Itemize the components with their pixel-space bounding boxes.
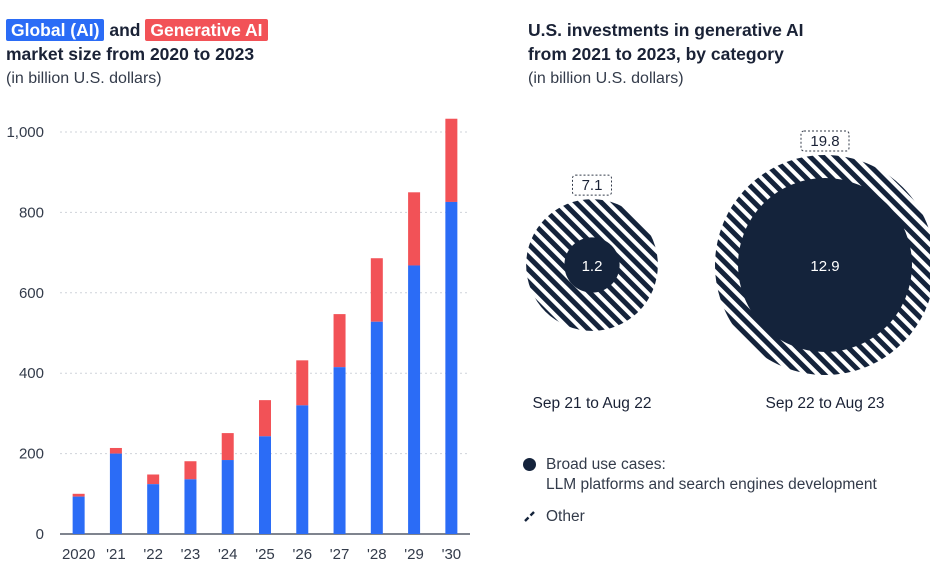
legend-broad-line1: Broad use cases: <box>546 456 666 473</box>
right-title-line1: U.S. investments in generative AI <box>528 20 804 40</box>
bar-global-ai <box>221 460 234 534</box>
bar-global-ai <box>370 321 383 534</box>
title-generative-ai: Generative AI <box>145 19 268 41</box>
bubble-category-label: Sep 22 to Aug 23 <box>766 395 885 412</box>
bubble-other-value: 7.1 <box>582 177 603 194</box>
left-chart-title: Global (AI) and Generative AI market siz… <box>6 18 268 92</box>
bar-global-ai <box>408 265 421 534</box>
x-tick-label: '27 <box>330 546 350 563</box>
title-global-ai: Global (AI) <box>6 19 105 41</box>
left-subtitle: (in billion U.S. dollars) <box>6 70 162 87</box>
bubble-category-label: Sep 21 to Aug 22 <box>533 395 652 412</box>
bar-generative-ai <box>333 314 346 368</box>
y-tick-label: 0 <box>36 526 44 543</box>
bubble-broad-value: 12.9 <box>810 258 839 275</box>
bubble-other-label-box <box>800 130 850 152</box>
x-tick-label: '30 <box>442 546 462 563</box>
bar-generative-ai <box>72 493 85 497</box>
x-tick-label: '24 <box>218 546 238 563</box>
title-line2: market size from 2020 to 2023 <box>6 44 255 64</box>
legend-other: Other <box>523 507 877 527</box>
x-tick-label: '22 <box>143 546 163 563</box>
right-subtitle: (in billion U.S. dollars) <box>528 70 684 87</box>
bar-generative-ai <box>184 461 197 480</box>
bubble-other-label-box <box>572 174 612 196</box>
bar-generative-ai <box>296 360 309 406</box>
bubble-other-value: 19.8 <box>810 133 839 150</box>
bar-global-ai <box>147 484 160 534</box>
bar-generative-ai <box>109 447 122 454</box>
x-tick-label: '26 <box>292 546 312 563</box>
bar-generative-ai <box>259 400 271 437</box>
bubble-broad-use <box>737 177 913 353</box>
bubble-broad-value: 1.2 <box>582 258 603 275</box>
x-tick-label: '23 <box>181 546 201 563</box>
bar-global-ai <box>259 436 271 534</box>
legend-broad-use: Broad use cases: LLM platforms and searc… <box>523 455 877 495</box>
investment-bubble-chart: 1.2 7.1 Sep 21 to Aug 22 12.9 19.8 Sep 22 to … <box>526 130 930 412</box>
legend-hatch-icon <box>524 511 535 522</box>
bar-generative-ai <box>408 192 421 266</box>
bubble-legend: Broad use cases: LLM platforms and searc… <box>523 455 877 539</box>
y-tick-label: 800 <box>19 204 44 221</box>
bar-generative-ai <box>445 118 458 202</box>
bar-global-ai <box>184 479 197 534</box>
y-tick-label: 600 <box>19 285 44 302</box>
x-tick-label: '21 <box>106 546 126 563</box>
right-title-line2: from 2021 to 2023, by category <box>528 44 784 64</box>
bubble-broad-use <box>564 237 620 293</box>
legend-other-label: Other <box>546 508 585 525</box>
market-size-bar-chart: 0 200 400 600 800 1,000 2020 '21 '22 '23 '24 '25 '26… <box>6 118 470 563</box>
right-chart-title: U.S. investments in generative AI from 2… <box>528 18 804 92</box>
y-tick-label: 200 <box>19 446 44 463</box>
legend-dot-icon <box>523 458 536 471</box>
bar-generative-ai <box>147 474 160 485</box>
x-tick-label: '29 <box>404 546 424 563</box>
bar-generative-ai <box>370 258 383 322</box>
bar-global-ai <box>296 405 309 534</box>
bar-generative-ai <box>221 433 234 461</box>
y-tick-label: 400 <box>19 365 44 382</box>
title-and: and <box>109 20 141 40</box>
bar-global-ai <box>72 496 85 534</box>
x-tick-label: '25 <box>255 546 275 563</box>
y-tick-label: 1,000 <box>6 124 44 141</box>
bar-global-ai <box>333 367 346 534</box>
bar-global-ai <box>445 201 458 534</box>
legend-broad-line2: LLM platforms and search engines develop… <box>546 476 877 493</box>
bar-global-ai <box>109 453 122 534</box>
x-tick-label: '28 <box>367 546 387 563</box>
x-tick-label: 2020 <box>62 546 95 563</box>
